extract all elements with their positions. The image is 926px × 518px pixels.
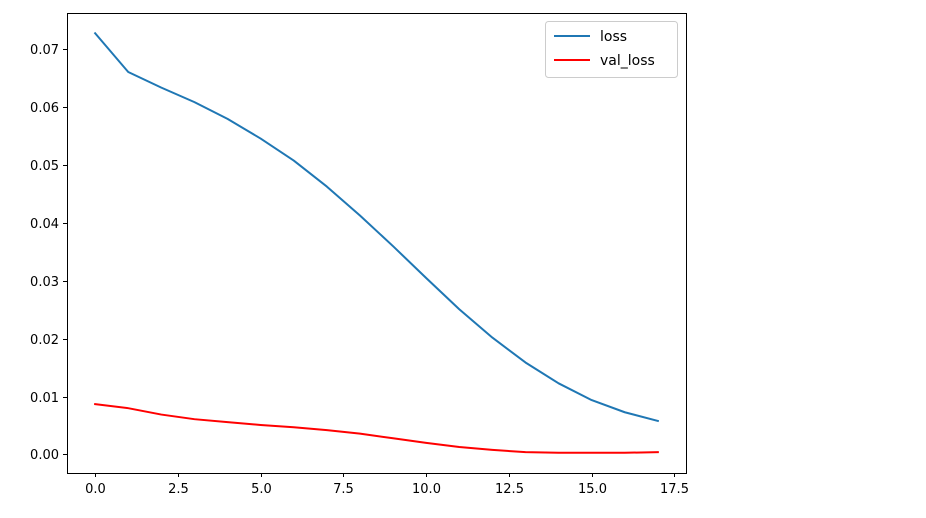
legend-label-val-loss: val_loss bbox=[600, 53, 655, 69]
y-axis-ticks: 0.00 0.01 0.02 0.03 0.04 0.05 0.06 0.07 bbox=[30, 43, 67, 463]
x-tick-label: 15.0 bbox=[578, 482, 607, 497]
y-tick-label: 0.00 bbox=[30, 448, 59, 463]
y-tick-label: 0.02 bbox=[30, 333, 59, 348]
legend: loss val_loss bbox=[545, 21, 678, 78]
x-tick-label: 12.5 bbox=[495, 482, 524, 497]
x-axis-ticks: 0.0 2.5 5.0 7.5 10.0 12.5 15.0 17.5 bbox=[85, 473, 689, 497]
x-tick-label: 0.0 bbox=[85, 482, 106, 497]
series-line-val-loss bbox=[94, 403, 659, 454]
series-line-loss bbox=[93, 31, 660, 423]
y-tick-label: 0.03 bbox=[30, 275, 59, 290]
y-tick-label: 0.05 bbox=[30, 159, 59, 174]
plot-area-frame bbox=[67, 13, 687, 474]
series-layer bbox=[93, 31, 660, 454]
y-tick-label: 0.04 bbox=[30, 217, 59, 232]
y-tick-label: 0.06 bbox=[30, 101, 59, 116]
x-tick-label: 10.0 bbox=[412, 482, 441, 497]
x-tick-label: 5.0 bbox=[251, 482, 272, 497]
x-tick-label: 2.5 bbox=[168, 482, 189, 497]
x-tick-label: 7.5 bbox=[333, 482, 354, 497]
x-tick-label: 17.5 bbox=[660, 482, 689, 497]
y-tick-label: 0.07 bbox=[30, 43, 59, 58]
legend-label-loss: loss bbox=[600, 29, 627, 45]
y-tick-label: 0.01 bbox=[30, 391, 59, 406]
